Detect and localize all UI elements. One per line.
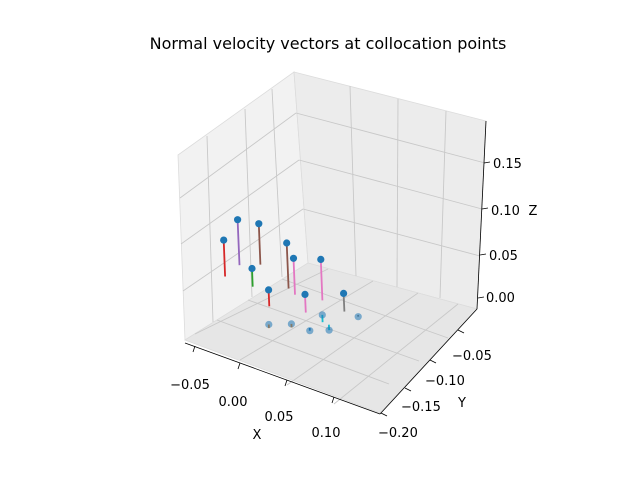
axes-edges — [184, 120, 487, 415]
velocity-vector — [292, 258, 296, 295]
collocation-point — [287, 320, 295, 328]
tick-marks — [192, 161, 491, 417]
collocation-point — [318, 311, 326, 319]
collocation-point — [248, 264, 256, 273]
velocity-vector — [222, 240, 226, 277]
x-tick-label: 0.05 — [265, 410, 294, 425]
y-tick-label: −0.05 — [452, 349, 492, 364]
collocation-point — [265, 286, 273, 294]
z-axis-label: Z — [529, 204, 538, 219]
collocation-point — [317, 255, 325, 263]
collocation-point — [289, 254, 298, 262]
collocation-point — [220, 236, 228, 244]
point-series — [220, 216, 362, 335]
collocation-point — [340, 289, 348, 297]
y-tick-label: −0.15 — [401, 400, 441, 415]
x-tick-label: −0.05 — [170, 378, 210, 393]
collocation-point — [306, 327, 314, 335]
x-tick-label: 0.10 — [312, 426, 341, 441]
z-tick-label: 0.15 — [493, 157, 522, 172]
z-tick-label: 0.10 — [491, 204, 520, 219]
velocity-vector — [257, 223, 262, 265]
y-tick-label: −0.20 — [378, 426, 418, 441]
y-tick-label: −0.10 — [425, 374, 465, 389]
collocation-point — [283, 239, 291, 247]
velocity-vector — [236, 219, 241, 266]
velocity-vector — [319, 259, 324, 301]
collocation-point — [354, 313, 362, 321]
x-tick-label: 0.00 — [219, 395, 248, 410]
chart-title: Normal velocity vectors at collocation p… — [150, 34, 507, 53]
collocation-point — [255, 220, 263, 228]
y-axis-label: Y — [457, 396, 466, 411]
collocation-point — [265, 320, 273, 329]
collocation-point — [301, 290, 309, 298]
collocation-point — [234, 216, 242, 224]
velocity-vector — [285, 242, 290, 289]
z-tick-label: 0.05 — [489, 249, 518, 264]
collocation-point — [325, 326, 333, 334]
x-axis-label: X — [253, 428, 262, 443]
z-tick-label: 0.00 — [486, 291, 515, 306]
